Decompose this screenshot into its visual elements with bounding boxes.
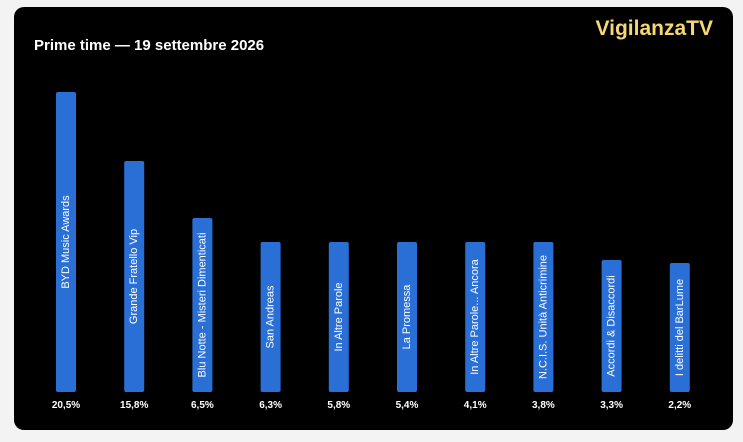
value-label-10: 2,2% bbox=[668, 400, 691, 411]
value-label-1: 20,5% bbox=[52, 400, 80, 411]
bar-label-4: San Andreas bbox=[265, 285, 277, 348]
chart-card: Prime time — 19 settembre 2026 Vigilanza… bbox=[14, 7, 733, 430]
bar-2 bbox=[124, 161, 145, 392]
bar-label-2: Grande Fratello Vip bbox=[128, 229, 140, 324]
bar-6 bbox=[397, 242, 417, 392]
bar-10 bbox=[669, 263, 690, 392]
bar-chart: BYD Music Awards 20,5% Grande Fratello Vip… bbox=[52, 92, 691, 411]
value-label-8: 3,8% bbox=[532, 400, 555, 411]
bar-7 bbox=[465, 242, 486, 392]
brand-logo: VigilanzaTV bbox=[595, 17, 713, 40]
bar-9 bbox=[601, 260, 622, 392]
bar-4 bbox=[260, 242, 281, 392]
bar-8 bbox=[533, 242, 554, 392]
bar-label-3: Blu Notte - Misteri Dimenticati bbox=[196, 233, 208, 378]
value-label-9: 3,3% bbox=[600, 400, 623, 411]
bar-3 bbox=[192, 218, 213, 392]
value-label-4: 6,3% bbox=[259, 400, 282, 411]
bar-label-9: Accordi & Disaccordi bbox=[606, 275, 618, 376]
bar-5 bbox=[328, 242, 349, 392]
bar-label-7: In Altre Parole... Ancora bbox=[469, 258, 481, 374]
bar-label-8: N.C.I.S. Unità Anticrimine bbox=[537, 255, 549, 379]
bar-label-6: La Promessa bbox=[401, 284, 413, 350]
value-label-6: 5,4% bbox=[396, 400, 419, 411]
bar-1 bbox=[56, 92, 76, 392]
value-label-2: 15,8% bbox=[120, 400, 148, 411]
value-label-3: 6,5% bbox=[191, 400, 214, 411]
value-label-5: 5,8% bbox=[327, 400, 350, 411]
value-label-7: 4,1% bbox=[464, 400, 487, 411]
bar-label-10: I delitti del BarLume bbox=[674, 279, 686, 376]
bar-label-5: In Altre Parole bbox=[333, 282, 345, 351]
chart-title: Prime time — 19 settembre 2026 bbox=[34, 37, 265, 54]
bar-label-1: BYD Music Awards bbox=[60, 195, 72, 289]
